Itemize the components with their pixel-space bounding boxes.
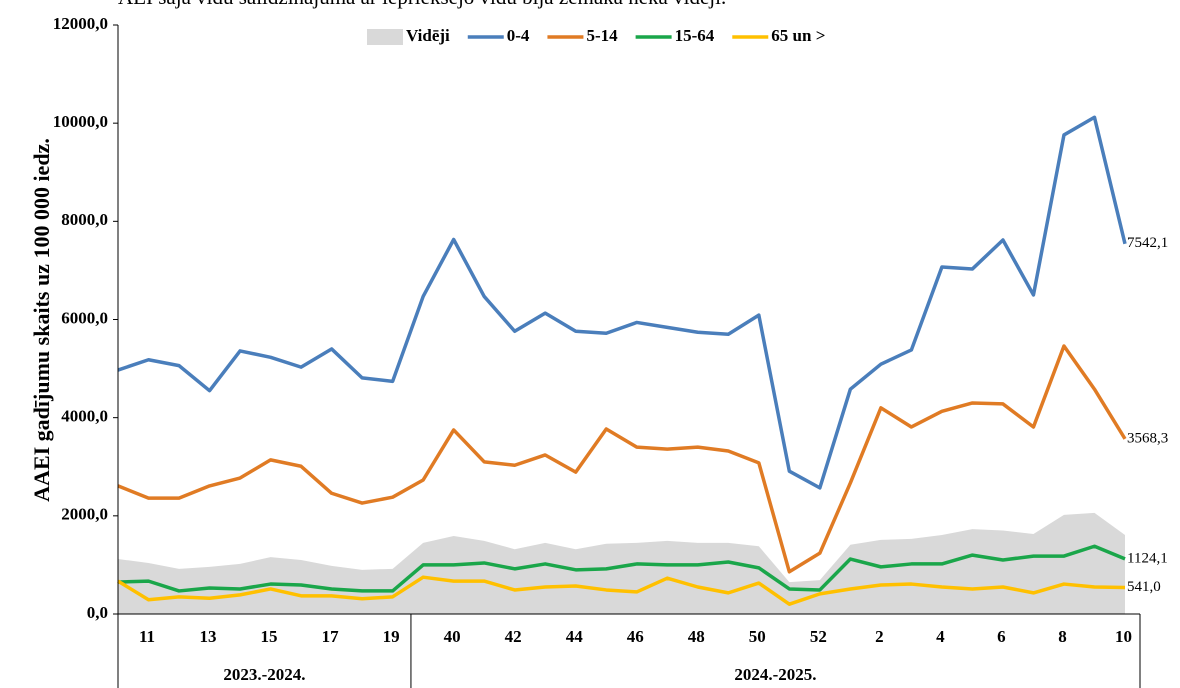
x-tick-label: 13 [200,627,217,646]
legend-label: 65 un > [771,26,825,45]
x-tick-label: 15 [261,627,278,646]
y-tick-label: 6000,0 [61,308,108,327]
x-tick-label: 6 [997,627,1006,646]
x-tick-label: 44 [566,627,584,646]
group-label: 2024.-2025. [734,665,816,684]
line [117,575,1126,606]
y-tick-label: 4000,0 [61,407,108,426]
line [117,344,1127,574]
line [117,115,1127,490]
x-tick-label: 46 [627,627,644,646]
legend-item: 5-14 [547,26,618,45]
legend-label: 5-14 [586,26,618,45]
x-tick-label: 50 [749,627,766,646]
value-label: 541,0 [1127,579,1161,595]
y-tick-label: 12000,0 [53,14,108,33]
area [118,512,1125,614]
x-tick-label: 11 [139,627,155,646]
value-label: 3568,3 [1127,430,1168,446]
y-tick-label: 8000,0 [61,210,108,229]
y-axis-title: AAEI gadījumu skaits uz 100 000 iedz. [29,138,54,502]
chart-title: AEI šajā vidū salīdzinājumā ar iepriekšē… [118,0,726,9]
y-tick-label: 2000,0 [61,505,108,524]
legend-swatch [367,29,403,45]
x-tick-label: 19 [383,627,400,646]
x-tick-label: 48 [688,627,705,646]
x-tick-label: 10 [1115,627,1132,646]
legend-label: 0-4 [507,26,530,45]
value-label: 7542,1 [1127,235,1168,251]
group-label: 2023.-2024. [223,665,305,684]
legend-label: 15-64 [675,26,715,45]
x-tick-label: 52 [810,627,827,646]
legend-item: 65 un > [732,26,825,45]
x-tick-label: 17 [322,627,340,646]
x-tick-label: 4 [936,627,945,646]
line [117,544,1126,593]
x-tick-label: 2 [875,627,884,646]
x-tick-label: 40 [444,627,461,646]
legend-item: 15-64 [635,26,715,45]
legend-item: 0-4 [467,26,530,45]
legend-label: Vidēji [406,26,450,45]
value-label: 1124,1 [1127,550,1168,566]
x-tick-label: 8 [1058,627,1067,646]
x-tick-label: 42 [505,627,522,646]
legend-item: Vidēji [367,26,450,45]
y-tick-label: 0,0 [87,603,108,622]
y-tick-label: 10000,0 [53,112,108,131]
